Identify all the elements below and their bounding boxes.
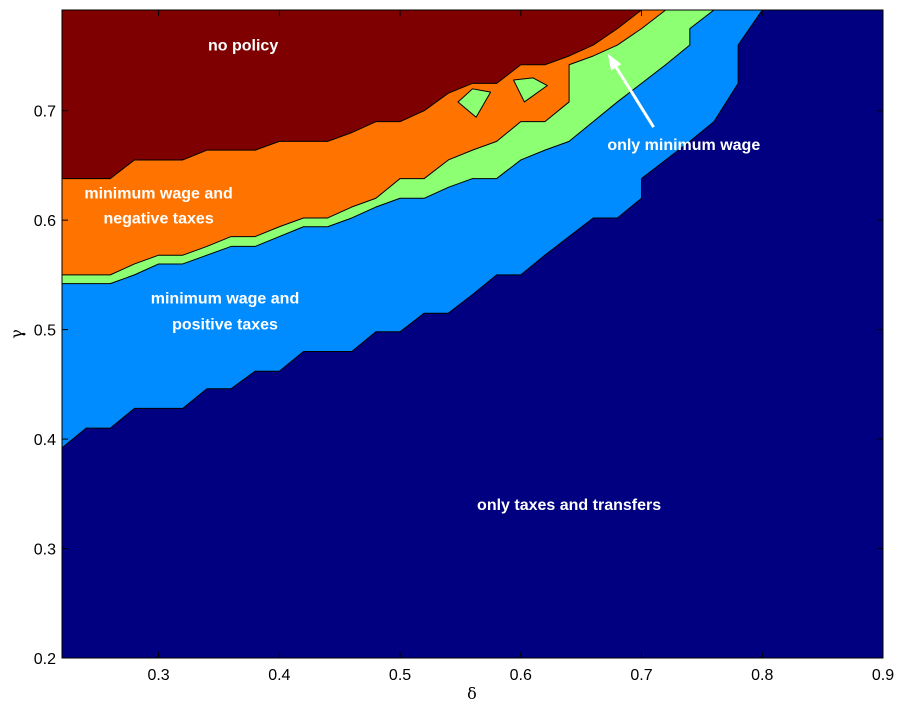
x-tick-label: 0.4 — [268, 667, 290, 684]
axes-frame — [61, 9, 884, 659]
y-tick-label: 0.4 — [34, 432, 56, 449]
regions-layer — [62, 10, 883, 658]
region-label-4: minimum wage and — [151, 290, 299, 307]
y-tick-label: 0.6 — [34, 213, 56, 230]
y-axis-ticks: 0.2 0.3 0.4 0.5 0.6 0.7 — [34, 104, 883, 668]
x-tick-label: 0.7 — [630, 667, 652, 684]
region-label-7: only taxes and transfers — [477, 497, 661, 514]
y-tick-label: 0.5 — [34, 323, 56, 340]
region-label-6: only minimum wage — [607, 137, 760, 154]
region-labels: no policy minimum wage and negative taxes m… — [84, 38, 760, 515]
region-label-2: minimum wage and — [84, 185, 232, 202]
x-tick-label: 0.5 — [389, 667, 411, 684]
y-tick-label: 0.2 — [34, 651, 56, 668]
x-tick-label: 0.9 — [872, 667, 894, 684]
contour-island-1 — [457, 88, 492, 118]
x-tick-label: 0.3 — [147, 667, 169, 684]
annotation-arrow-shaft — [614, 66, 655, 128]
region-only-taxes-transfers — [62, 10, 883, 658]
region-label-3: negative taxes — [103, 210, 213, 227]
y-axis-label: γ — [7, 329, 26, 339]
x-axis-label: δ — [467, 684, 477, 703]
contour-island-2 — [513, 77, 548, 103]
y-tick-label: 0.7 — [34, 104, 56, 121]
region-label-5: positive taxes — [172, 317, 278, 334]
x-tick-label: 0.6 — [510, 667, 532, 684]
region-label-1: no policy — [208, 38, 278, 55]
y-tick-label: 0.3 — [34, 542, 56, 559]
annotation-arrow-head — [607, 53, 622, 71]
x-axis-ticks: 0.3 0.4 0.5 0.6 0.7 0.8 0.9 — [147, 10, 894, 684]
x-tick-label: 0.8 — [751, 667, 773, 684]
